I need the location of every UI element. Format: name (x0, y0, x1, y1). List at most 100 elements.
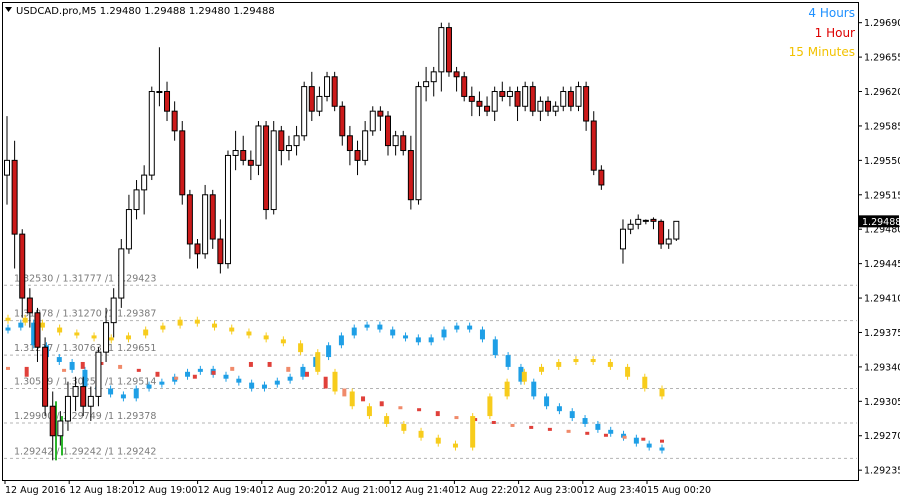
y-tick-label: 1.29305 (864, 397, 900, 408)
candle (110, 288, 117, 338)
candle-body (125, 209, 132, 250)
candle (423, 66, 430, 102)
candle (49, 391, 56, 461)
y-tick-label: 1.29410 (864, 294, 900, 305)
candle-body (202, 194, 209, 255)
series-bar (603, 433, 608, 437)
candle (57, 411, 64, 446)
candle-body (255, 125, 262, 166)
candle (301, 81, 308, 141)
candle (247, 150, 254, 181)
candle (635, 214, 642, 230)
candle-body (64, 395, 71, 422)
candle-body (514, 91, 521, 107)
candle-body (316, 95, 323, 112)
candle-body (552, 105, 559, 112)
candle (619, 219, 626, 264)
candle (118, 239, 125, 308)
candle-body (103, 322, 110, 353)
candle-body (171, 110, 178, 132)
candle-body (658, 220, 665, 245)
candle-body (87, 395, 94, 407)
candle (270, 121, 277, 215)
candle (148, 86, 155, 181)
level-label: 1.31878 / 1.31270 /1 1.29387 (14, 309, 156, 320)
candle (658, 219, 665, 249)
series-bar (304, 371, 309, 377)
y-tick-label: 1.29690 (864, 18, 900, 29)
candle (491, 86, 498, 122)
candle (11, 140, 18, 269)
level-label: 1.32530 / 1.31777 /1 1.29423 (14, 273, 156, 284)
candle-body (415, 86, 422, 201)
candle-body (346, 135, 353, 152)
candle (598, 165, 605, 190)
series-bar (342, 388, 347, 397)
candle-body (308, 86, 315, 112)
candle (331, 71, 338, 112)
candle (377, 106, 384, 131)
candle-body (468, 95, 475, 102)
series-bar (192, 374, 197, 379)
candle (438, 22, 445, 92)
series-bar (267, 361, 272, 367)
y-tick-label: 1.29550 (864, 156, 900, 167)
candle-body (42, 346, 49, 407)
candle-body (331, 76, 338, 107)
series-bar (529, 425, 534, 429)
series-bar (417, 408, 422, 412)
level-label: 1.29242 / 1.29242 /1 1.29242 (14, 446, 156, 457)
series-bar (660, 439, 664, 443)
candle-body (407, 150, 414, 201)
series-bar (323, 376, 328, 389)
candle (461, 71, 468, 102)
candle (346, 125, 353, 166)
candle (255, 121, 262, 176)
series-bar (248, 361, 253, 367)
x-tick-label: 12 Aug 20:20 (262, 485, 326, 496)
candle-body (619, 228, 626, 250)
candle (506, 86, 513, 107)
x-tick-label: 12 Aug 23:00 (519, 485, 583, 496)
candle-body (392, 135, 399, 147)
candle-body (57, 420, 64, 437)
current-price-tag: 1.29488 (859, 215, 900, 228)
candle (141, 165, 148, 215)
candle-body (217, 238, 224, 265)
candle (72, 376, 79, 412)
candle (453, 66, 460, 92)
candle (34, 307, 41, 362)
candle (64, 381, 71, 431)
x-tick-label: 12 Aug 23:40 (583, 485, 647, 496)
candle (103, 307, 110, 362)
candle-body (560, 91, 567, 107)
candle (171, 101, 178, 141)
chevron-down-icon[interactable] (5, 7, 12, 12)
candle-body (194, 243, 201, 255)
candle-body (575, 86, 582, 107)
candle (354, 140, 361, 176)
candle (80, 376, 87, 417)
series-bar (641, 437, 646, 441)
candle (476, 91, 483, 117)
candle-body (26, 297, 33, 314)
series-bar (379, 401, 384, 407)
series-bar (6, 366, 10, 370)
candle (385, 111, 391, 156)
symbol-info: USDCAD.pro,M5 1.29480 1.29488 1.29480 1.… (16, 6, 275, 17)
candle (339, 101, 346, 146)
candle-body (164, 91, 171, 112)
candle-body (484, 105, 491, 112)
candle (673, 220, 680, 242)
candle (545, 96, 552, 117)
candle (529, 81, 536, 117)
candle (590, 111, 597, 176)
series-bar (80, 361, 85, 369)
candle-body (179, 130, 186, 196)
series-bar (174, 376, 179, 380)
candle (316, 86, 323, 117)
y-tick-label: 1.29655 (864, 53, 900, 64)
candle (650, 217, 657, 230)
